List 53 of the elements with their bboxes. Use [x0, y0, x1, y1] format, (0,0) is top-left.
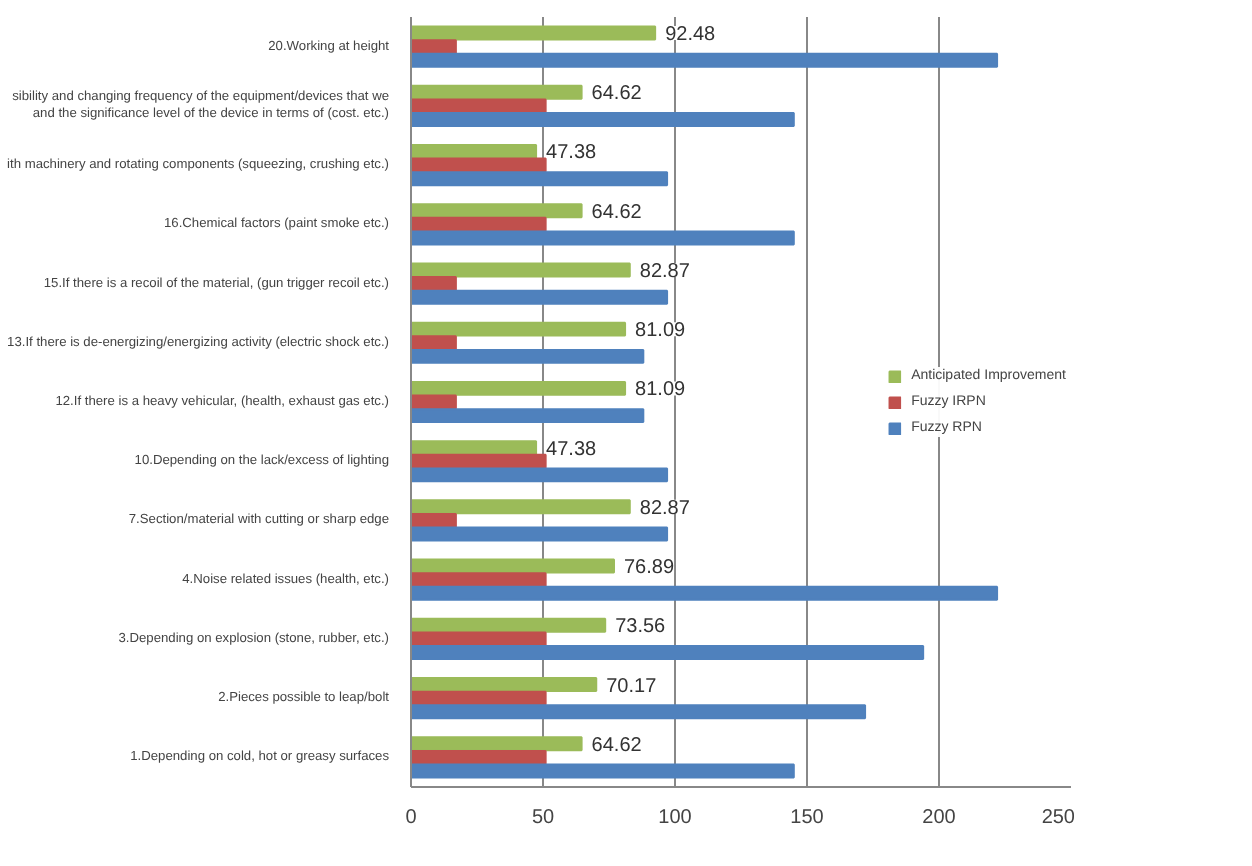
bar	[411, 276, 457, 292]
bar	[411, 39, 457, 55]
x-tick-label: 50	[531, 807, 555, 829]
bar	[411, 143, 538, 159]
x-tick-label: 200	[922, 807, 957, 829]
bar	[411, 321, 627, 337]
data-label: 81.09	[635, 320, 686, 343]
data-label: 70.17	[606, 675, 658, 698]
data-label: 64.62	[591, 201, 643, 224]
bar	[411, 335, 457, 351]
x-tick-label: 0	[405, 807, 418, 829]
bar	[411, 289, 669, 305]
bar	[411, 585, 999, 601]
bar	[411, 526, 669, 542]
data-label: 76.89	[623, 557, 675, 580]
data-label: 64.62	[591, 83, 643, 106]
bar	[411, 440, 538, 456]
bar	[411, 572, 547, 588]
x-tick-label: 100	[658, 807, 693, 829]
bar	[411, 262, 631, 278]
bar	[411, 617, 607, 633]
bar	[411, 499, 631, 515]
data-label: 82.87	[639, 260, 691, 283]
bar	[411, 348, 645, 364]
bar	[411, 112, 795, 127]
bar	[411, 645, 925, 661]
data-label: 73.56	[615, 616, 667, 639]
bar	[411, 736, 583, 752]
bar	[411, 380, 627, 396]
data-label: 64.62	[591, 734, 643, 757]
x-tick-label: 150	[790, 807, 825, 829]
bar	[411, 512, 457, 528]
bar	[411, 98, 547, 114]
data-label: 92.48	[665, 23, 717, 46]
bar	[411, 84, 583, 100]
data-label: 47.38	[546, 438, 598, 461]
bar	[411, 230, 795, 246]
bar	[411, 408, 645, 424]
bar	[411, 763, 795, 779]
bar	[411, 171, 669, 187]
bar	[411, 25, 657, 41]
bar	[411, 677, 598, 692]
bar	[411, 52, 999, 68]
bar	[411, 704, 867, 720]
x-tick-label: 250	[1041, 807, 1076, 829]
bar	[411, 631, 547, 647]
data-label: 47.38	[546, 142, 598, 165]
data-label: 81.09	[635, 379, 686, 402]
data-label: 82.87	[639, 497, 691, 520]
bar	[411, 558, 615, 574]
bar	[411, 467, 669, 483]
bar	[411, 749, 547, 765]
bar	[411, 203, 583, 219]
